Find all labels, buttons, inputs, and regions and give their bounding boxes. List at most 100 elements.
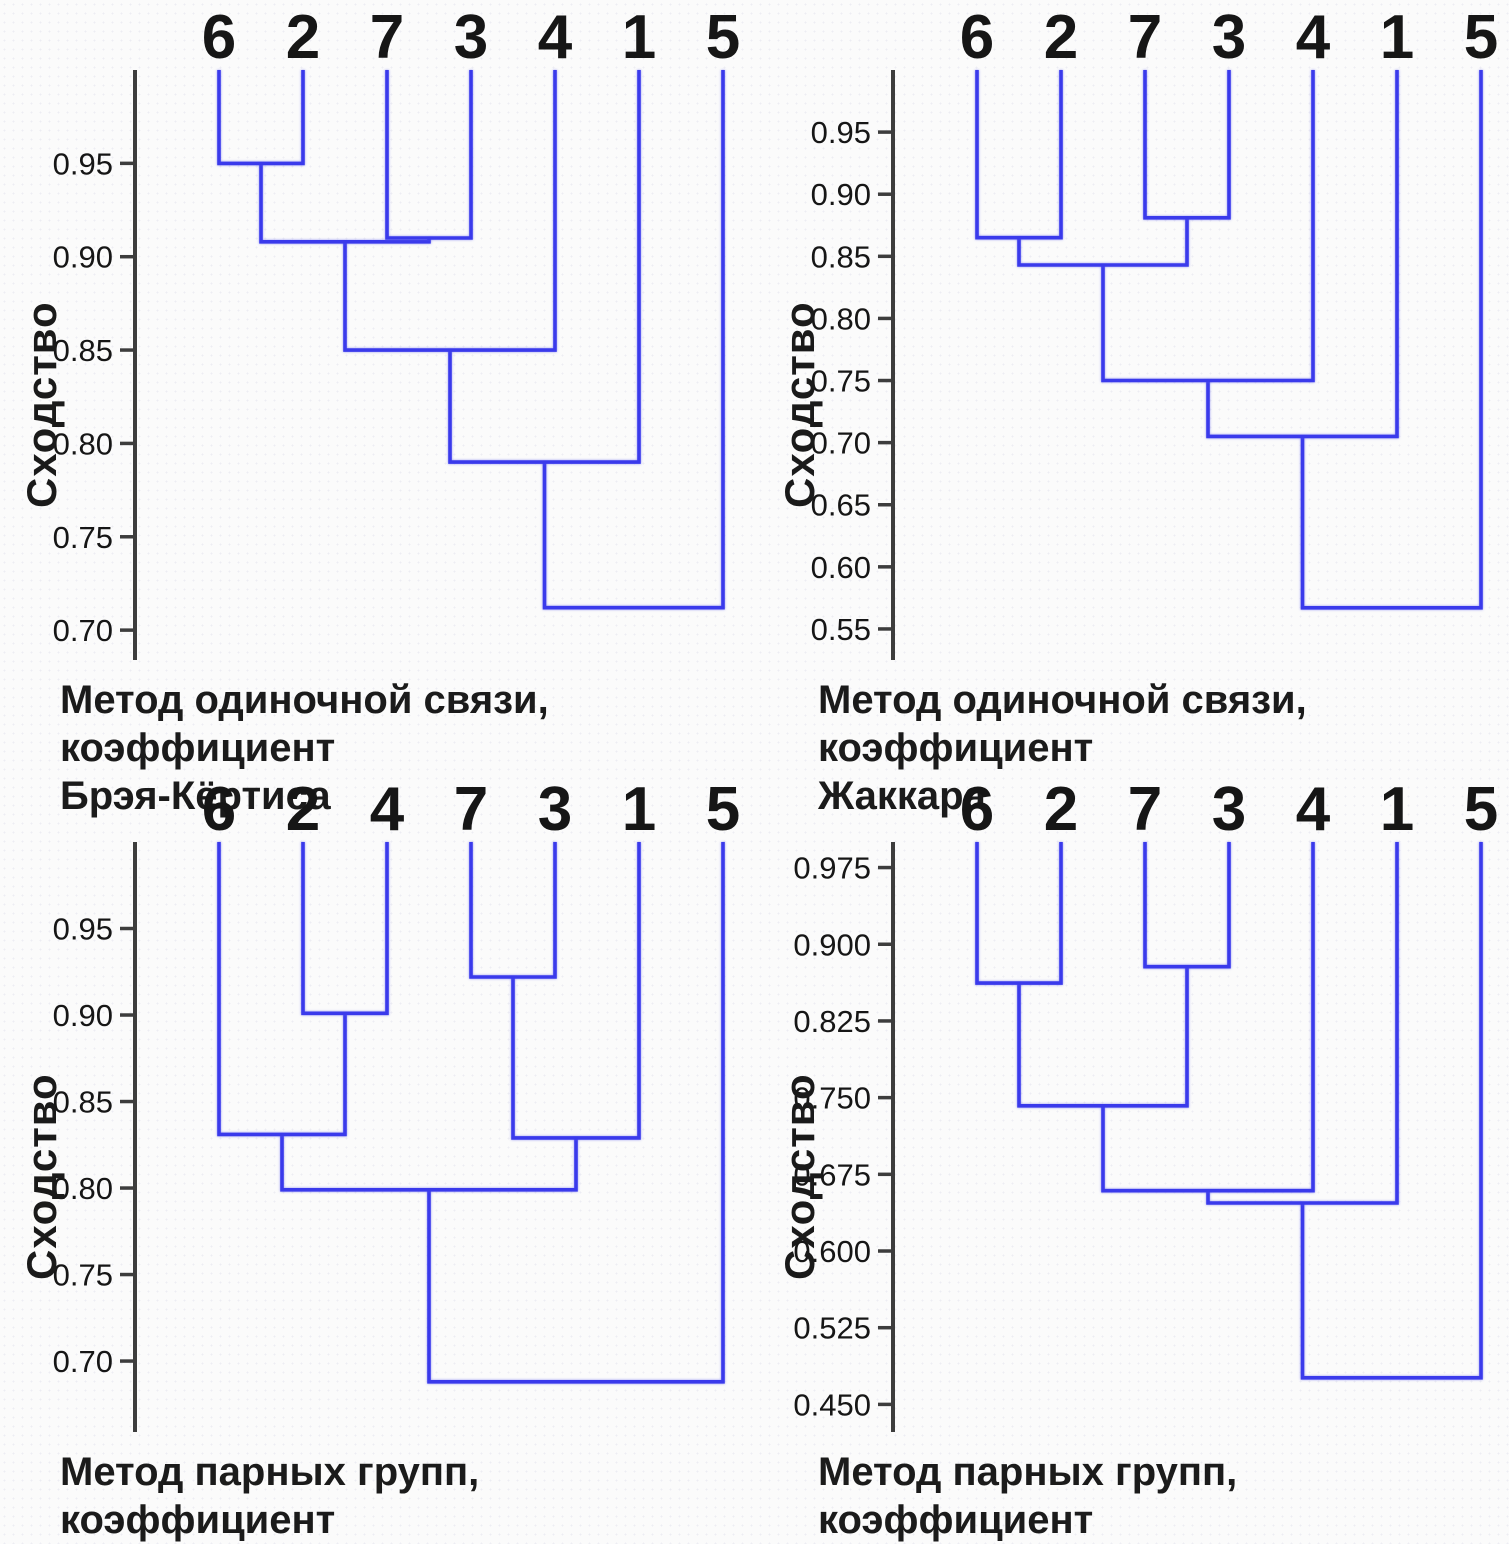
y-axis-tick-label: 0.75 (53, 520, 113, 555)
y-axis-tick-label: 0.95 (811, 115, 871, 150)
dendrogram-link (469, 842, 557, 979)
dendrogram-link (385, 70, 473, 240)
leaf-label: 6 (960, 775, 994, 844)
y-axis-tick-label: 0.85 (53, 333, 113, 368)
leaf-label: 3 (454, 3, 488, 72)
caption-line-2: Жаккара (818, 774, 986, 818)
dendrogram-link (1017, 966, 1189, 1108)
leaf-label: 2 (1044, 775, 1078, 844)
y-axis-tick-label: 0.85 (811, 239, 871, 274)
y-axis-tick-label: 0.70 (53, 613, 113, 648)
y-axis-tick-label: 0.975 (793, 851, 871, 886)
y-axis-tick-label: 0.70 (53, 1344, 113, 1379)
chart-caption: Метод парных групп, коэффициент Брэя-Кёр… (60, 1448, 740, 1544)
y-axis-title: Сходство (776, 301, 823, 509)
leaf-label: 7 (454, 775, 488, 844)
dendrogram-link (975, 842, 1063, 985)
y-axis-title: Сходство (18, 1073, 65, 1281)
leaf-label: 7 (1128, 3, 1162, 72)
panel-single-linkage-jaccard: 0.95 0.90 0.85 0.80 0.75 0.70 0.65 0.60 0.55 6 2 7 3… (760, 0, 1509, 818)
dendrogram-link (1017, 217, 1189, 267)
dendrogram-link (511, 842, 641, 1140)
leaf-label: 1 (1380, 775, 1414, 844)
y-axis-tick-label: 0.80 (811, 301, 871, 336)
caption-line-2: Брэя-Кёртиса (60, 774, 331, 818)
leaf-label: 5 (1464, 3, 1498, 72)
leaf-label: 2 (1044, 3, 1078, 72)
dendrogram-link (448, 70, 641, 464)
dendrogram-link (427, 842, 725, 1384)
leaf-label: 7 (370, 3, 404, 72)
dendrogram-link (259, 163, 431, 244)
dendrogram-svg: 0.95 0.90 0.85 0.80 0.75 0.70 6 2 7 3 4 1 5 (53, 3, 740, 660)
y-axis-tick-label: 0.90 (53, 240, 113, 275)
y-axis-tick-label: 0.75 (811, 364, 871, 399)
chart-caption: Метод парных групп, коэффициент Жаккара (818, 1448, 1498, 1544)
leaf-label: 4 (1296, 3, 1331, 72)
leaf-label: 4 (1296, 775, 1331, 844)
dendrogram-link (343, 70, 557, 352)
leaf-label: 6 (202, 3, 236, 72)
leaf-label: 1 (622, 3, 656, 72)
leaf-label: 4 (370, 775, 405, 844)
dendrogram-link (301, 842, 389, 1016)
y-axis-title: Сходство (776, 1073, 823, 1281)
leaf-label: 1 (1380, 3, 1414, 72)
caption-line-1: Метод парных групп, коэффициент (60, 1450, 480, 1542)
dendrogram-link (1300, 70, 1483, 610)
y-axis-tick-label: 0.825 (793, 1004, 871, 1039)
dendrogram-link (1206, 70, 1399, 439)
dendrogram-svg: 0.975 0.900 0.825 0.750 0.675 0.600 0.525 0.450… (793, 775, 1498, 1432)
dendrogram-link (975, 70, 1063, 240)
leaf-label: 5 (1464, 775, 1498, 844)
y-axis-tick-label: 0.60 (811, 550, 871, 585)
y-axis-tick-label: 0.85 (53, 1085, 113, 1120)
panel-paired-group-bray-curtis: 0.95 0.90 0.85 0.80 0.75 0.70 6 2 4 7 3 1 5 Сходство… (2, 772, 752, 1544)
caption-line-1: Метод одиночной связи, коэффициент (818, 678, 1307, 770)
leaf-label: 4 (538, 3, 573, 72)
dendrogram-link (1143, 70, 1231, 220)
y-axis-title: Сходство (18, 301, 65, 509)
dendrogram-link (1206, 842, 1399, 1205)
y-axis-tick-label: 0.90 (811, 177, 871, 212)
y-axis-tick-label: 0.90 (53, 998, 113, 1033)
dendrogram-link (217, 842, 347, 1137)
leaf-label: 5 (706, 775, 740, 844)
dendrogram-link (1101, 70, 1315, 383)
y-axis-tick-label: 0.525 (793, 1311, 871, 1346)
y-axis-tick-label: 0.600 (793, 1234, 871, 1269)
dendrogram-svg: 0.95 0.90 0.85 0.80 0.75 0.70 0.65 0.60 0.55 6 2 7 3… (811, 3, 1498, 660)
caption-line-1: Метод парных групп, коэффициент (818, 1450, 1238, 1542)
leaf-label: 1 (622, 775, 656, 844)
dendrogram-link (280, 1134, 578, 1192)
y-axis-tick-label: 0.65 (811, 488, 871, 523)
caption-line-1: Метод одиночной связи, коэффициент (60, 678, 549, 770)
leaf-label: 3 (1212, 775, 1246, 844)
dendrogram-link (542, 70, 725, 610)
y-axis-tick-label: 0.450 (793, 1387, 871, 1422)
y-axis-tick-label: 0.55 (811, 612, 871, 647)
leaf-label: 2 (286, 775, 320, 844)
y-axis-tick-label: 0.95 (53, 912, 113, 947)
leaf-label: 2 (286, 3, 320, 72)
leaf-label: 6 (960, 3, 994, 72)
y-axis-tick-label: 0.75 (53, 1258, 113, 1293)
leaf-label: 7 (1128, 775, 1162, 844)
y-axis-tick-label: 0.95 (53, 146, 113, 181)
dendrogram-link (1300, 842, 1483, 1380)
panel-paired-group-jaccard: 0.975 0.900 0.825 0.750 0.675 0.600 0.525 0.450… (760, 772, 1509, 1544)
y-axis-tick-label: 0.675 (793, 1157, 871, 1192)
leaf-label: 5 (706, 3, 740, 72)
y-axis-tick-label: 0.750 (793, 1081, 871, 1116)
chart-caption: Метод одиночной связи, коэффициент Брэя-… (60, 676, 740, 820)
y-axis-tick-label: 0.900 (793, 927, 871, 962)
dendrogram-svg: 0.95 0.90 0.85 0.80 0.75 0.70 6 2 4 7 3 1 5 (53, 775, 740, 1432)
dendrogram-link (1143, 842, 1231, 969)
y-axis-tick-label: 0.70 (811, 426, 871, 461)
chart-caption: Метод одиночной связи, коэффициент Жакка… (818, 676, 1498, 820)
leaf-label: 3 (538, 775, 572, 844)
dendrogram-link (1101, 842, 1315, 1193)
y-axis-tick-label: 0.80 (53, 426, 113, 461)
y-axis-tick-label: 0.80 (53, 1171, 113, 1206)
